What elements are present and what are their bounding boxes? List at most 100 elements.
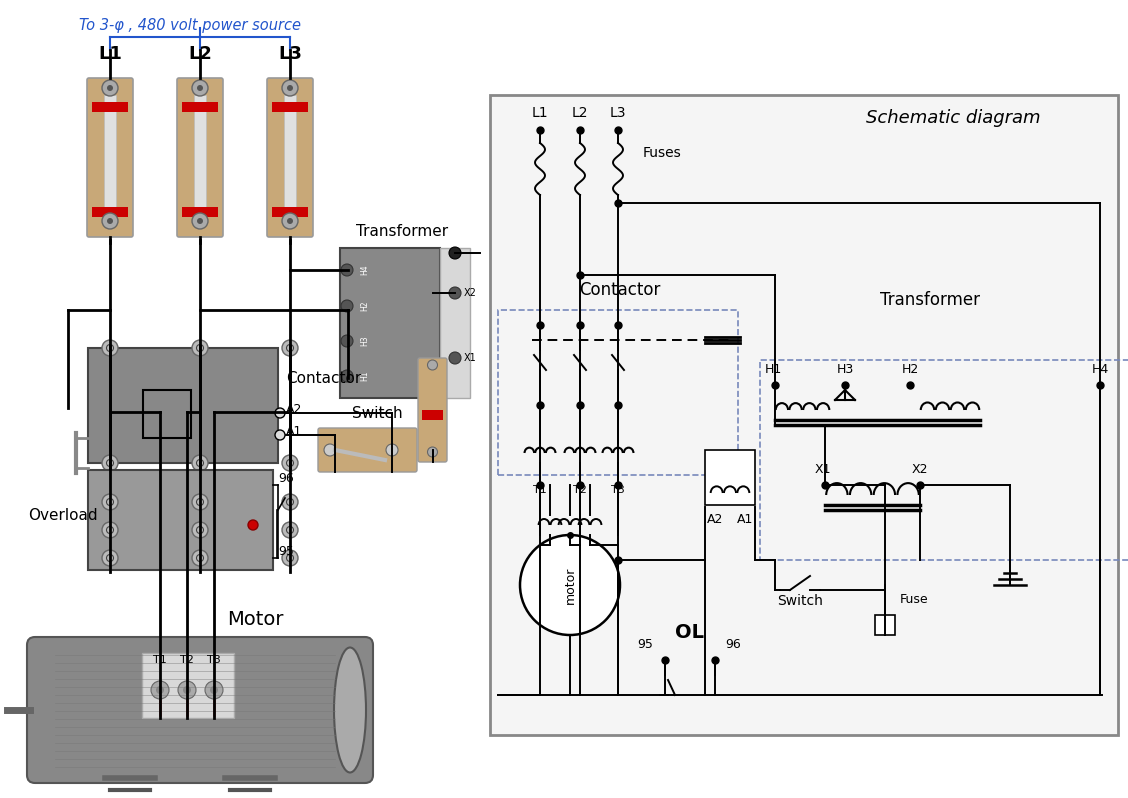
- Bar: [142, 653, 233, 718]
- Text: H4: H4: [1092, 363, 1109, 376]
- Circle shape: [102, 522, 118, 538]
- Text: T3: T3: [208, 655, 221, 665]
- Circle shape: [341, 370, 353, 382]
- Text: H1: H1: [360, 371, 369, 381]
- Text: L3: L3: [610, 106, 626, 120]
- FancyBboxPatch shape: [177, 78, 223, 237]
- Circle shape: [428, 447, 438, 457]
- FancyBboxPatch shape: [267, 78, 312, 237]
- Text: Switch: Switch: [352, 406, 403, 421]
- Text: X2: X2: [464, 288, 477, 298]
- Text: H4: H4: [360, 265, 369, 275]
- Bar: [340, 248, 440, 398]
- Circle shape: [341, 264, 353, 276]
- Circle shape: [449, 247, 461, 259]
- Text: Overload: Overload: [28, 508, 98, 523]
- Text: 95: 95: [637, 638, 653, 651]
- Text: T2: T2: [573, 485, 587, 495]
- Text: OL: OL: [676, 623, 705, 642]
- Circle shape: [324, 444, 336, 456]
- Circle shape: [248, 520, 258, 530]
- Circle shape: [282, 340, 298, 356]
- Text: H2: H2: [901, 363, 918, 376]
- Circle shape: [102, 550, 118, 566]
- Circle shape: [151, 681, 169, 699]
- FancyBboxPatch shape: [418, 358, 447, 462]
- Circle shape: [102, 80, 118, 96]
- Text: T2: T2: [180, 655, 194, 665]
- Bar: [440, 248, 470, 398]
- Circle shape: [341, 335, 353, 347]
- Circle shape: [192, 213, 208, 229]
- Circle shape: [192, 494, 208, 510]
- Text: To 3-φ , 480 volt power source: To 3-φ , 480 volt power source: [79, 18, 301, 33]
- Bar: [705, 450, 755, 505]
- Bar: [182, 102, 218, 112]
- Circle shape: [386, 444, 398, 456]
- Text: A2: A2: [287, 403, 302, 416]
- Circle shape: [192, 80, 208, 96]
- Circle shape: [102, 455, 118, 471]
- Circle shape: [192, 340, 208, 356]
- FancyBboxPatch shape: [87, 78, 133, 237]
- Bar: [272, 102, 308, 112]
- Circle shape: [102, 213, 118, 229]
- Text: 96: 96: [725, 638, 741, 651]
- Text: A1: A1: [287, 425, 302, 438]
- Bar: [272, 207, 308, 217]
- Bar: [88, 470, 273, 570]
- Circle shape: [282, 522, 298, 538]
- Text: Schematic diagram: Schematic diagram: [866, 109, 1040, 127]
- Circle shape: [449, 352, 461, 364]
- Text: Contactor: Contactor: [287, 371, 361, 386]
- Circle shape: [428, 360, 438, 370]
- Circle shape: [275, 408, 285, 418]
- Bar: [92, 102, 127, 112]
- Bar: [422, 410, 443, 420]
- Bar: [143, 390, 191, 438]
- Text: Transformer: Transformer: [356, 224, 448, 239]
- Circle shape: [282, 455, 298, 471]
- Circle shape: [282, 550, 298, 566]
- Text: 96: 96: [277, 472, 293, 485]
- Text: motor: motor: [564, 567, 576, 604]
- Circle shape: [192, 550, 208, 566]
- FancyBboxPatch shape: [318, 428, 417, 472]
- Bar: [88, 348, 277, 463]
- Text: Switch: Switch: [777, 594, 823, 608]
- Text: L3: L3: [279, 45, 302, 63]
- Circle shape: [520, 535, 620, 635]
- Circle shape: [192, 455, 208, 471]
- Text: 95: 95: [277, 545, 294, 558]
- Circle shape: [197, 218, 203, 224]
- Circle shape: [156, 686, 164, 694]
- Circle shape: [183, 686, 191, 694]
- Circle shape: [341, 300, 353, 312]
- Circle shape: [192, 522, 208, 538]
- Bar: [104, 95, 116, 220]
- Circle shape: [210, 686, 218, 694]
- Circle shape: [282, 494, 298, 510]
- Circle shape: [102, 340, 118, 356]
- Text: Contactor: Contactor: [580, 281, 661, 299]
- Text: H1: H1: [765, 363, 782, 376]
- Circle shape: [107, 85, 113, 91]
- Circle shape: [287, 218, 293, 224]
- Text: L1: L1: [531, 106, 548, 120]
- Text: Fuses: Fuses: [643, 146, 681, 160]
- Text: X2: X2: [911, 463, 928, 476]
- Circle shape: [449, 287, 461, 299]
- Circle shape: [197, 85, 203, 91]
- Ellipse shape: [334, 647, 365, 772]
- Text: T1: T1: [534, 485, 547, 495]
- Bar: [875, 615, 895, 635]
- Text: H3: H3: [360, 336, 369, 346]
- Circle shape: [107, 218, 113, 224]
- Circle shape: [205, 681, 223, 699]
- Text: T1: T1: [153, 655, 167, 665]
- Text: X1: X1: [814, 463, 831, 476]
- Text: H2: H2: [360, 301, 369, 311]
- Text: L2: L2: [572, 106, 588, 120]
- FancyBboxPatch shape: [27, 637, 373, 783]
- Bar: [92, 207, 127, 217]
